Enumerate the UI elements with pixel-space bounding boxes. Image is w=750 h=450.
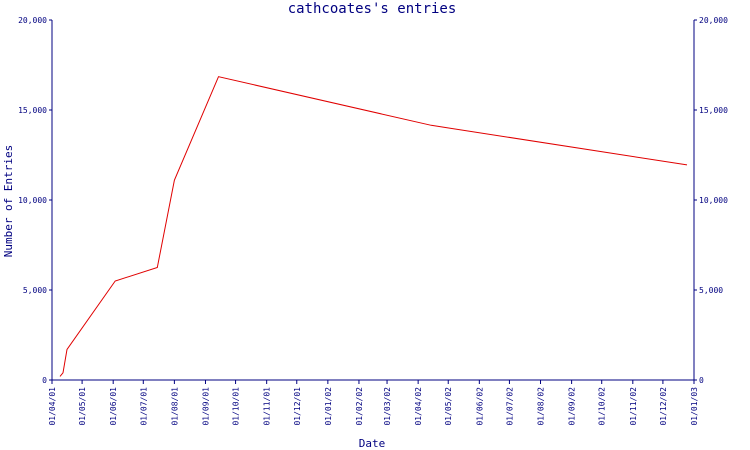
x-tick-label: 01/01/02 bbox=[324, 387, 333, 426]
y-tick-label-right: 0 bbox=[699, 376, 704, 385]
x-tick-label: 01/08/01 bbox=[170, 387, 179, 426]
x-tick-label: 01/06/02 bbox=[475, 387, 484, 426]
x-tick-label: 01/09/02 bbox=[568, 387, 577, 426]
x-tick-label: 01/08/02 bbox=[537, 387, 546, 426]
y-tick-label-right: 15,000 bbox=[699, 106, 728, 115]
y-tick-label-right: 10,000 bbox=[699, 196, 728, 205]
x-tick-label: 01/04/01 bbox=[48, 387, 57, 426]
series-line bbox=[59, 76, 688, 377]
x-tick-label: 01/04/02 bbox=[414, 387, 423, 426]
y-axis-label: Number of Entries bbox=[2, 145, 15, 258]
x-ticks: 01/04/01 01/05/01 01/06/01 01/07/01 01/08/01… bbox=[48, 380, 699, 426]
x-tick-label: 01/10/02 bbox=[598, 387, 607, 426]
x-tick-label: 01/11/01 bbox=[263, 387, 272, 426]
x-tick-label: 01/02/02 bbox=[355, 387, 364, 426]
x-tick-label: 01/03/02 bbox=[383, 387, 392, 426]
y-tick-label-left: 0 bbox=[42, 376, 47, 385]
x-tick-label: 01/12/02 bbox=[659, 387, 668, 426]
y-tick-label-left: 15,000 bbox=[18, 106, 47, 115]
axes bbox=[51, 20, 695, 381]
x-tick-label: 01/12/01 bbox=[293, 387, 302, 426]
x-tick-label: 01/11/02 bbox=[629, 387, 638, 426]
y-ticks: 0 0 5,000 5,000 10,000 10,000 15,000 15,000 20,0… bbox=[18, 16, 728, 385]
x-tick-label: 01/07/02 bbox=[505, 387, 514, 426]
y-tick-label-left: 20,000 bbox=[18, 16, 47, 25]
x-tick-label: 01/05/02 bbox=[444, 387, 453, 426]
x-axis-label: Date bbox=[359, 437, 386, 450]
series-layer bbox=[59, 76, 688, 377]
y-tick-label-right: 20,000 bbox=[699, 16, 728, 25]
y-tick-label-left: 5,000 bbox=[23, 286, 47, 295]
x-tick-label: 01/09/01 bbox=[201, 387, 210, 426]
x-tick-label: 01/05/01 bbox=[78, 387, 87, 426]
x-tick-label: 01/07/01 bbox=[139, 387, 148, 426]
x-tick-label: 01/06/01 bbox=[109, 387, 118, 426]
x-tick-label: 01/10/01 bbox=[232, 387, 241, 426]
y-tick-label-left: 10,000 bbox=[18, 196, 47, 205]
y-tick-label-right: 5,000 bbox=[699, 286, 723, 295]
x-tick-label: 01/01/03 bbox=[690, 387, 699, 426]
chart-title: cathcoates's entries bbox=[288, 1, 457, 17]
